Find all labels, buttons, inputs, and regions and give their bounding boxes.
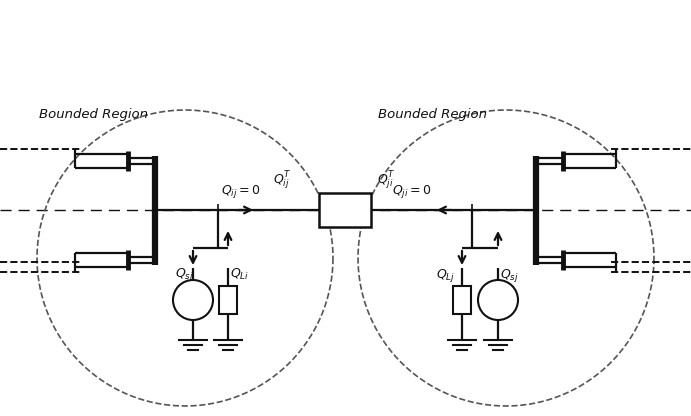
Bar <box>219 286 237 314</box>
Text: $Q_{ji}=0$: $Q_{ji}=0$ <box>392 183 431 200</box>
Text: $Q_{Lj}$: $Q_{Lj}$ <box>436 267 455 284</box>
Text: Bounded Region: Bounded Region <box>39 108 148 121</box>
Text: $Q_{ij}=0$: $Q_{ij}=0$ <box>221 183 261 200</box>
Text: $Q_{sj}$: $Q_{sj}$ <box>500 267 519 284</box>
Text: $Q_{ij}^{T}$: $Q_{ij}^{T}$ <box>273 170 292 192</box>
Text: $Q_{si}$: $Q_{si}$ <box>175 267 193 282</box>
Text: $Q_{Li}$: $Q_{Li}$ <box>230 267 249 282</box>
Bar <box>453 286 471 314</box>
Text: $Q_{ji}^{T}$: $Q_{ji}^{T}$ <box>377 170 396 192</box>
Text: Bounded Region: Bounded Region <box>378 108 487 121</box>
Bar <box>319 193 371 227</box>
